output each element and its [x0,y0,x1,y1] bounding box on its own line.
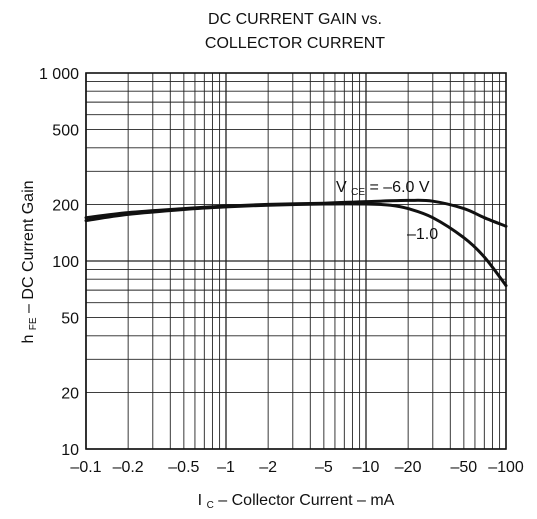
series-label-vce-6v-subscript: CE [351,187,365,198]
y-tick-label: 500 [52,123,79,140]
y-tick-label: 100 [52,254,79,271]
x-tick-label: –10 [353,459,380,476]
y-tick-label: 50 [61,311,79,328]
chart-title: DC CURRENT GAIN vs. COLLECTOR CURRENT [205,11,385,52]
series-label-vce-1v: –1.0 [407,226,438,243]
x-tick-label: –50 [451,459,478,476]
y-tick-label: 200 [52,197,79,214]
x-tick-label: –100 [488,459,524,476]
series-label-vce-6v-rest: = –6.0 V [369,179,429,196]
x-tick-label: –20 [395,459,422,476]
x-axis-label-subscript: C [207,500,214,511]
y-tick-label: 10 [61,442,79,459]
y-axis-label-rest: – DC Current Gain [20,180,37,313]
y-axis-label-main: h [20,335,37,344]
y-tick-label: 20 [61,385,79,402]
series-line-vce-1v [84,202,508,288]
x-tick-label: –1 [217,459,235,476]
x-axis-label-rest: – Collector Current – mA [218,492,394,509]
x-tick-label: –0.5 [168,459,199,476]
y-axis-label-subscript: FE [28,317,39,330]
x-tick-label: –2 [259,459,277,476]
x-tick-label: –5 [315,459,333,476]
series-label-vce-6v-main: V [336,179,347,196]
y-tick-label: 1 000 [39,66,79,83]
plot-frame [85,72,507,450]
series-lines [84,198,508,288]
series-label-vce-6v: V CE = –6.0 V [336,179,430,199]
x-axis-label: I C – Collector Current – mA [198,492,395,512]
x-tick-label: –0.2 [113,459,144,476]
x-axis-label-main: I [198,492,202,509]
x-tick-label: –0.1 [70,459,101,476]
tick-labels: –0.1 –0.2 –0.5 –1 –2 –5 –10 –20 –50 –100 10 20 50 100… [39,66,524,476]
gridlines [85,73,506,450]
y-axis-label: h FE – DC Current Gain [20,180,40,343]
chart-title-line-2: COLLECTOR CURRENT [205,35,385,52]
chart-title-line-1: DC CURRENT GAIN vs. [208,11,382,28]
